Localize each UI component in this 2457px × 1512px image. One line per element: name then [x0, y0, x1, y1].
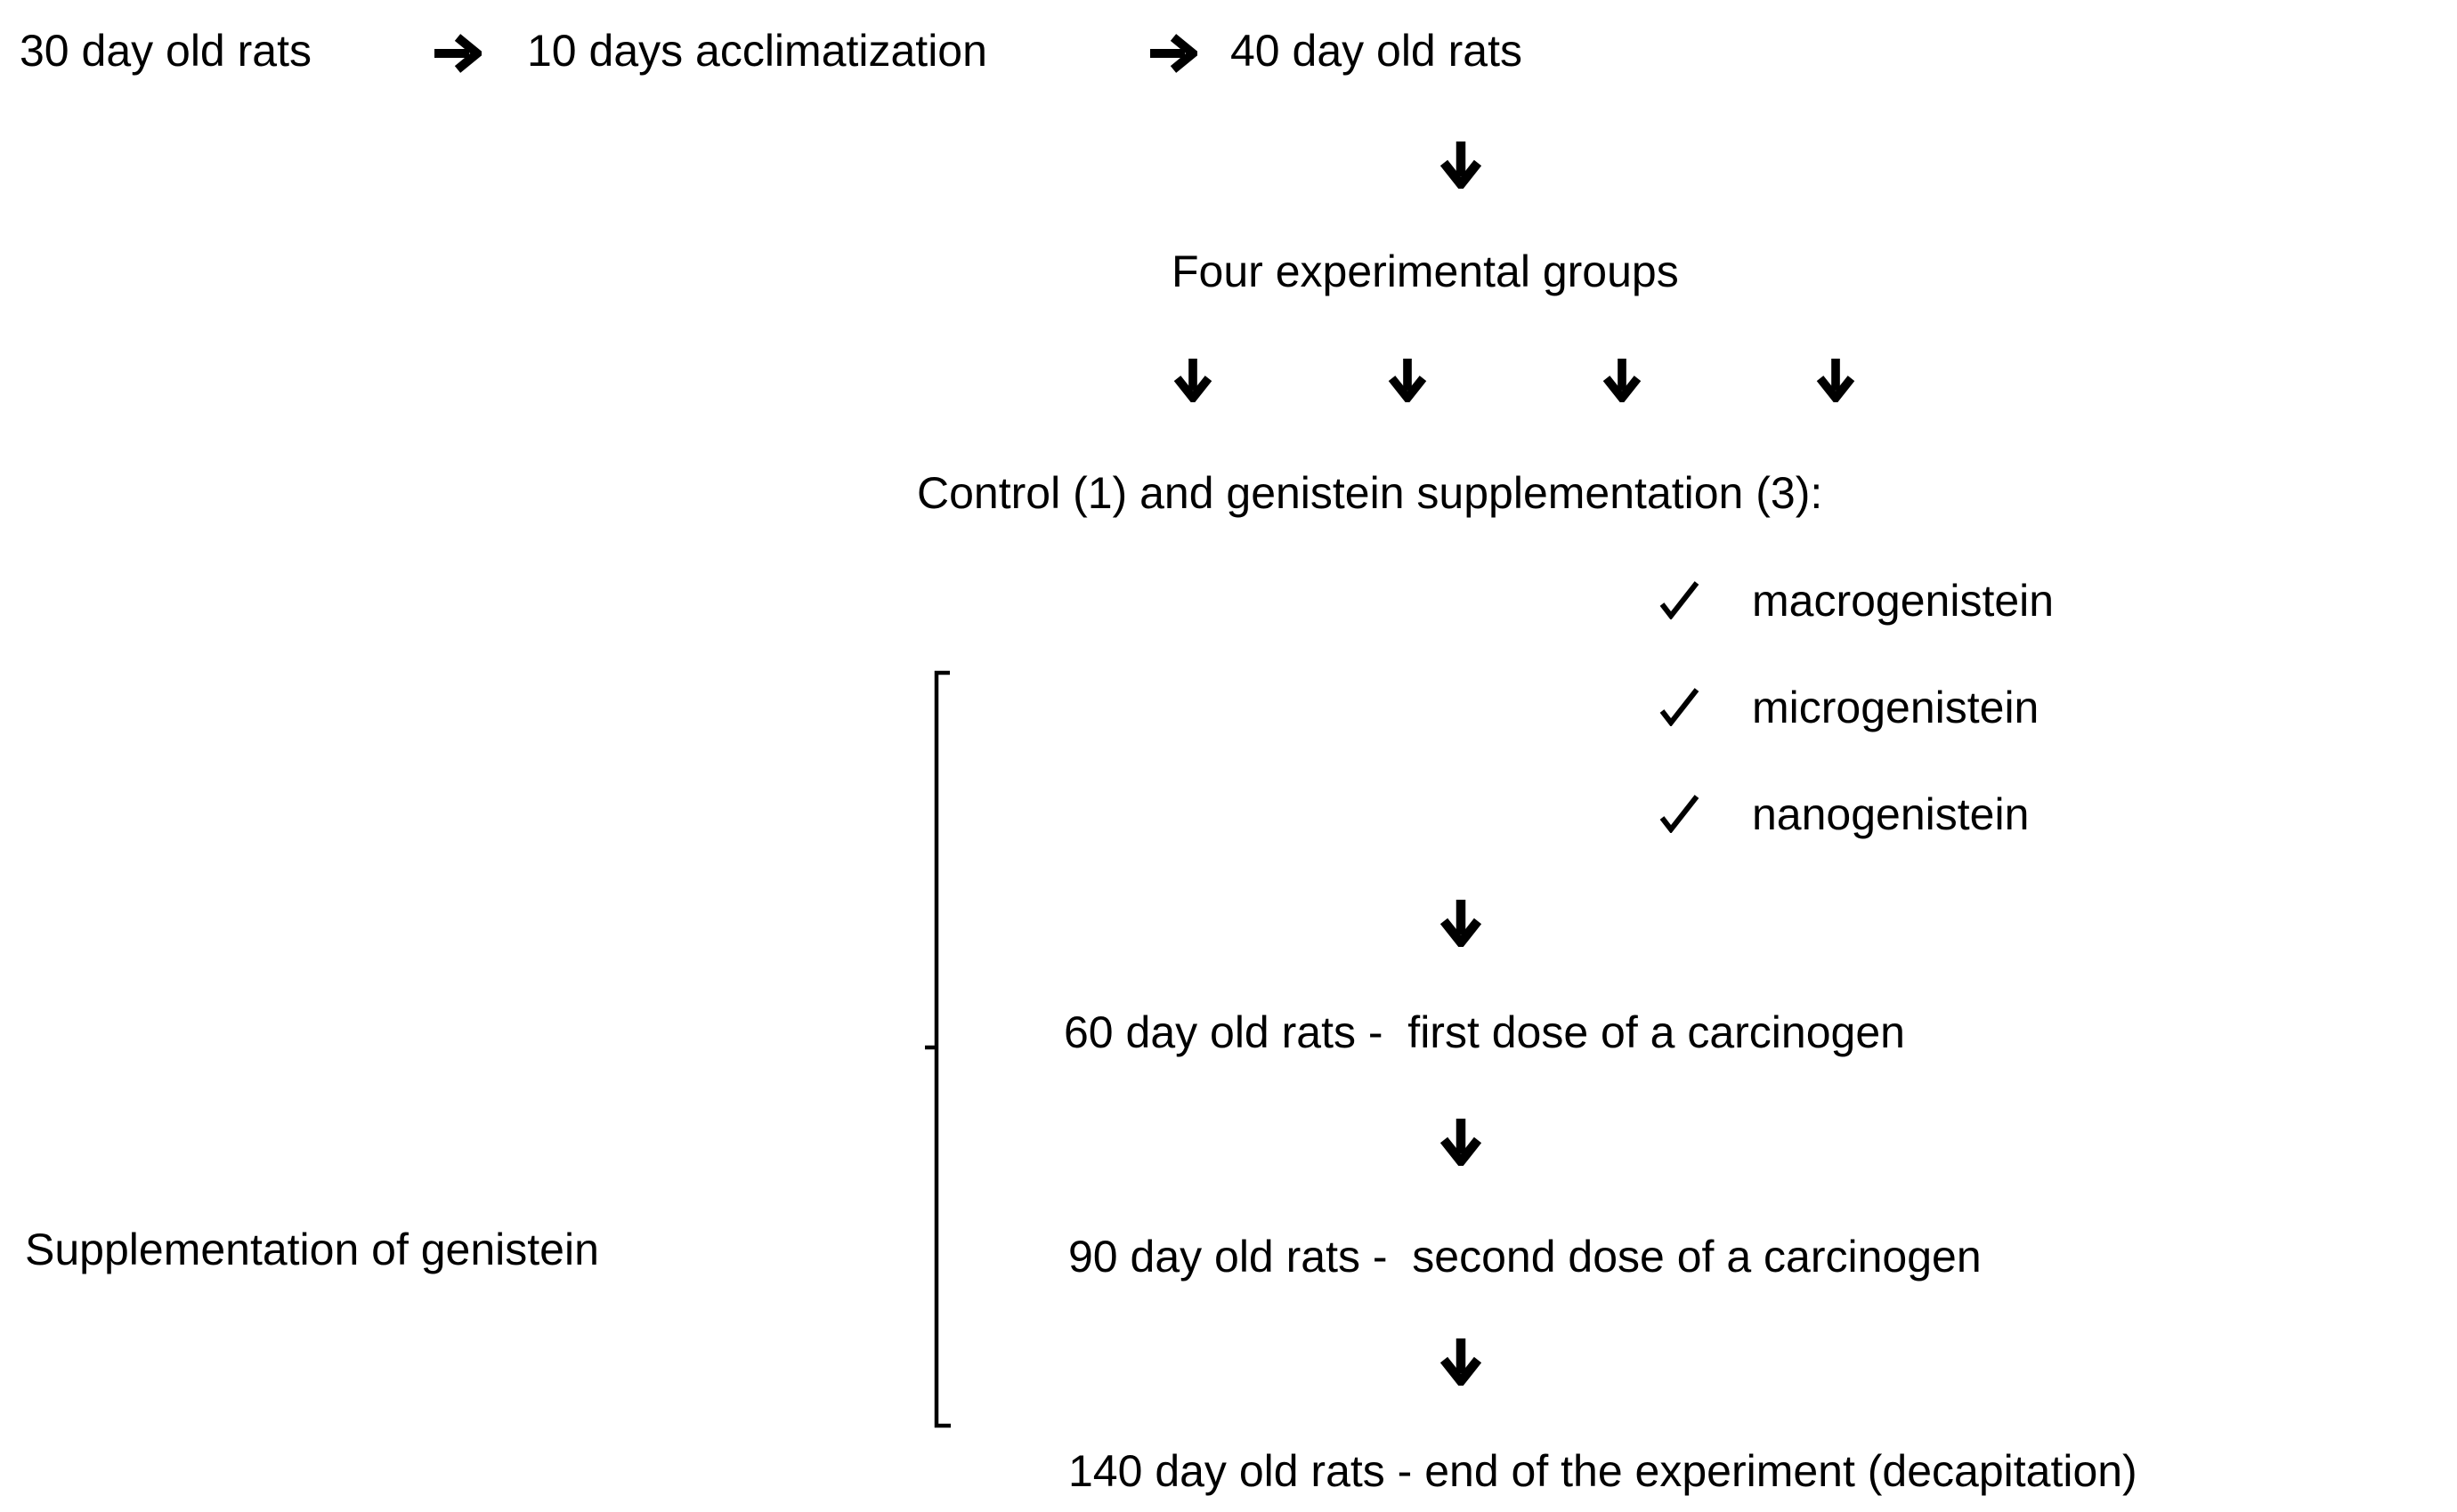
right-arrow-icon	[1147, 34, 1197, 73]
timeline-step-60-days: 60 day old rats - first dose of a carcin…	[1064, 1007, 1905, 1057]
stage-30-day-old-rats: 30 day old rats	[20, 26, 312, 76]
down-arrow-icon	[1387, 356, 1428, 402]
down-arrow-icon	[1439, 139, 1483, 189]
left-curly-bracket	[925, 670, 951, 1428]
checkmark-icon	[1659, 687, 1700, 726]
bracket-label: Supplementation of genistein	[25, 1225, 599, 1274]
checkmark-icon	[1659, 794, 1700, 833]
down-arrow-icon	[1815, 356, 1856, 402]
down-arrow-icon	[1439, 897, 1483, 947]
groups-heading: Four experimental groups	[1172, 247, 1679, 296]
genistein-form-item: macrogenistein	[1752, 576, 2055, 626]
checkmark-icon	[1659, 580, 1700, 619]
timeline-step-90-days: 90 day old rats - second dose of a carci…	[1068, 1232, 1982, 1282]
stage-40-day-old-rats: 40 day old rats	[1230, 26, 1522, 76]
stage-acclimatization: 10 days acclimatization	[527, 26, 987, 76]
down-arrow-icon	[1439, 1336, 1483, 1386]
down-arrow-icon	[1172, 356, 1213, 402]
timeline-step-140-days: 140 day old rats - end of the experiment…	[1068, 1446, 2137, 1496]
right-arrow-icon	[432, 34, 482, 73]
down-arrow-icon	[1439, 1116, 1483, 1166]
down-arrow-icon	[1602, 356, 1642, 402]
groups-detail: Control (1) and genistein supplementatio…	[917, 468, 1823, 518]
genistein-form-item: microgenistein	[1752, 683, 2039, 732]
genistein-form-item: nanogenistein	[1752, 789, 2030, 839]
